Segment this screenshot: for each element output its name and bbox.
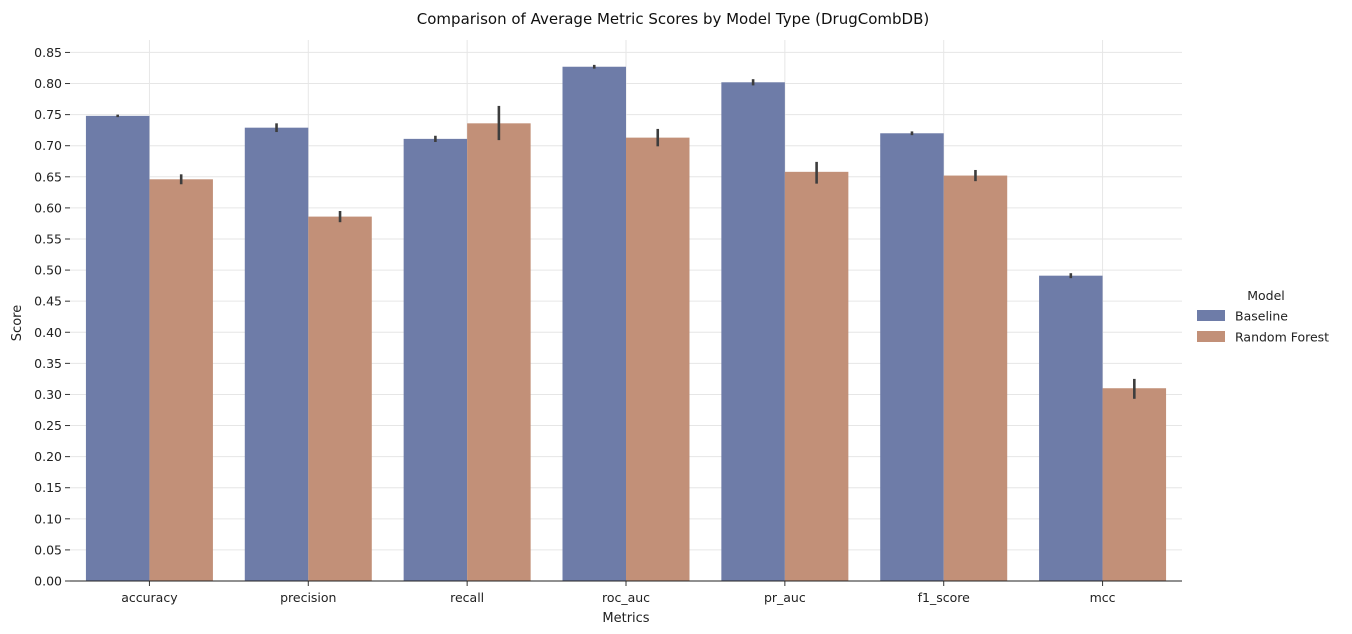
y-tick-label: 0.35: [34, 356, 62, 371]
bar-random-forest-pr_auc: [784, 171, 849, 581]
x-tick-label: mcc: [1090, 590, 1116, 605]
bar-random-forest-accuracy: [149, 179, 213, 582]
bar-random-forest-mcc: [1102, 388, 1167, 581]
legend-swatch: [1197, 310, 1225, 321]
x-tick-label: f1_score: [918, 590, 971, 605]
y-tick-label: 0.20: [34, 449, 62, 464]
bars: [85, 66, 1167, 582]
bar-random-forest-f1_score: [943, 175, 1008, 581]
bar-baseline-f1_score: [880, 133, 944, 581]
y-tick-label: 0.50: [34, 263, 62, 278]
x-axis-label: Metrics: [602, 611, 649, 626]
y-tick-label: 0.25: [34, 418, 62, 433]
bar-random-forest-roc_auc: [626, 137, 690, 582]
y-tick-label: 0.60: [34, 200, 62, 215]
y-tick-label: 0.65: [34, 169, 62, 184]
bar-baseline-accuracy: [85, 115, 150, 581]
y-axis-label: Score: [10, 305, 25, 341]
x-tick-label: pr_auc: [764, 590, 806, 605]
legend-entry-label: Baseline: [1235, 309, 1288, 324]
bar-baseline-recall: [403, 138, 468, 581]
y-tick-label: 0.85: [34, 45, 62, 60]
bar-baseline-mcc: [1039, 275, 1103, 581]
y-tick-label: 0.70: [34, 138, 62, 153]
x-tick-label: accuracy: [121, 590, 178, 605]
x-tick-label: roc_auc: [602, 590, 650, 605]
x-tick-label: recall: [450, 590, 484, 605]
bar-random-forest-precision: [308, 216, 372, 581]
y-tick-label: 0.15: [34, 480, 62, 495]
y-tick-label: 0.75: [34, 107, 62, 122]
x-tick-label: precision: [280, 590, 336, 605]
y-tick-label: 0.40: [34, 325, 62, 340]
y-tick-label: 0.05: [34, 542, 62, 557]
legend-title: Model: [1247, 288, 1285, 303]
y-tick-label: 0.55: [34, 231, 62, 246]
y-tick-label: 0.45: [34, 294, 62, 309]
y-tick-label: 0.10: [34, 511, 62, 526]
bar-baseline-pr_auc: [721, 82, 785, 581]
y-tick-label: 0.00: [34, 574, 62, 589]
error-bars: [116, 64, 1136, 399]
legend-swatch: [1197, 331, 1225, 342]
chart-title: Comparison of Average Metric Scores by M…: [417, 10, 929, 28]
bar-baseline-roc_auc: [562, 66, 626, 582]
legend: Model Baseline Random Forest: [1197, 288, 1329, 345]
legend-entry-label: Random Forest: [1235, 330, 1329, 345]
axes: 0.00 0.05 0.10 0.15 0.20 0.25 0.30 0.35 0.40 0.45…: [34, 45, 1182, 605]
bar-random-forest-recall: [467, 123, 531, 581]
y-tick-label: 0.30: [34, 387, 62, 402]
y-tick-label: 0.80: [34, 76, 62, 91]
bar-baseline-precision: [244, 127, 309, 581]
